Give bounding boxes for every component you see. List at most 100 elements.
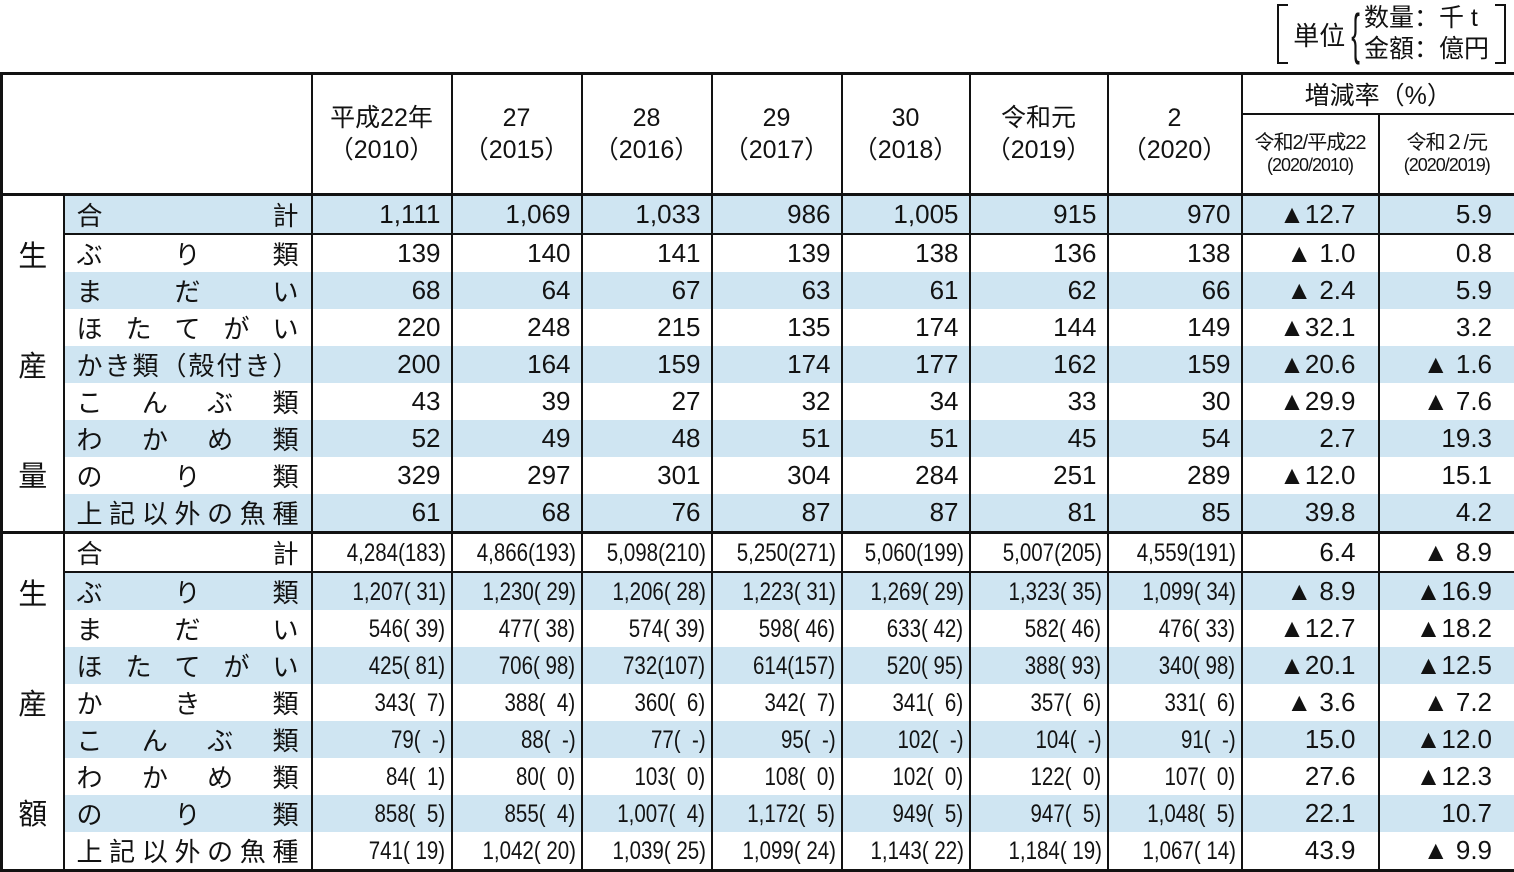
value-cell: 855( 4) — [452, 795, 582, 832]
row-label: ぶり類 — [64, 572, 312, 610]
value-cell: 32 — [712, 383, 842, 420]
value-cell: 140 — [452, 234, 582, 272]
column-header-year-2020: 2 （2020） — [1108, 74, 1242, 195]
value-cell: 342( 7) — [712, 684, 842, 721]
value-cell: 476( 33) — [1108, 610, 1242, 647]
column-header-year-2010: 平成22年 （2010） — [312, 74, 452, 195]
column-header-year-2019: 令和元 （2019） — [970, 74, 1108, 195]
rate-cell: ▲ 8.9 — [1379, 533, 1514, 573]
rate-cell: ▲ 3.6 — [1242, 684, 1379, 721]
value-cell: 139 — [312, 234, 452, 272]
value-cell: 102( -) — [842, 721, 970, 758]
value-cell: 1,033 — [582, 195, 712, 235]
value-cell: 1,269( 29) — [842, 572, 970, 610]
rate-cell: ▲ 2.4 — [1242, 272, 1379, 309]
value-cell: 30 — [1108, 383, 1242, 420]
value-cell: 144 — [970, 309, 1108, 346]
rate-cell: 3.2 — [1379, 309, 1514, 346]
rate-cell: ▲ 1.6 — [1379, 346, 1514, 383]
value-cell: 1,099( 34) — [1108, 572, 1242, 610]
value-cell: 858( 5) — [312, 795, 452, 832]
rate-cell: ▲29.9 — [1242, 383, 1379, 420]
value-cell: 159 — [1108, 346, 1242, 383]
column-header-year-2016: 28 （2016） — [582, 74, 712, 195]
value-cell: 177 — [842, 346, 970, 383]
value-cell: 301 — [582, 457, 712, 494]
rate-cell: 22.1 — [1242, 795, 1379, 832]
value-cell: 34 — [842, 383, 970, 420]
row-label: 上記以外の魚種 — [64, 832, 312, 871]
row-label: わかめ類 — [64, 420, 312, 457]
value-cell: 220 — [312, 309, 452, 346]
value-cell: 331( 6) — [1108, 684, 1242, 721]
value-cell: 51 — [712, 420, 842, 457]
rate-cell: 19.3 — [1379, 420, 1514, 457]
value-cell: 43 — [312, 383, 452, 420]
unit-note: 単位 { 数量：千 t 金額：億円 — [1277, 3, 1506, 65]
value-cell: 915 — [970, 195, 1108, 235]
value-cell: 5,250(271) — [712, 533, 842, 573]
rate-cell: 5.9 — [1379, 195, 1514, 235]
row-label: ぶり類 — [64, 234, 312, 272]
value-cell: 33 — [970, 383, 1108, 420]
rate-cell: 39.8 — [1242, 494, 1379, 533]
row-label: のり類 — [64, 795, 312, 832]
rate-cell: 15.1 — [1379, 457, 1514, 494]
value-cell: 297 — [452, 457, 582, 494]
value-cell: 63 — [712, 272, 842, 309]
row-label: こんぶ類 — [64, 383, 312, 420]
value-cell: 64 — [452, 272, 582, 309]
value-cell: 122( 0) — [970, 758, 1108, 795]
value-cell: 48 — [582, 420, 712, 457]
value-cell: 67 — [582, 272, 712, 309]
value-cell: 85 — [1108, 494, 1242, 533]
rate-cell: ▲ 9.9 — [1379, 832, 1514, 871]
value-cell: 477( 38) — [452, 610, 582, 647]
rate-cell: 27.6 — [1242, 758, 1379, 795]
row-label: わかめ類 — [64, 758, 312, 795]
rate-cell: ▲12.7 — [1242, 195, 1379, 235]
section-label-production-volume: 生産量 — [2, 195, 64, 533]
value-cell: 103( 0) — [582, 758, 712, 795]
row-label: かき類（殻付き） — [64, 346, 312, 383]
value-cell: 138 — [842, 234, 970, 272]
row-label: かき類 — [64, 684, 312, 721]
value-cell: 80( 0) — [452, 758, 582, 795]
rate-cell: ▲16.9 — [1379, 572, 1514, 610]
rate-cell: ▲12.7 — [1242, 610, 1379, 647]
value-cell: 248 — [452, 309, 582, 346]
value-cell: 61 — [842, 272, 970, 309]
value-cell: 174 — [712, 346, 842, 383]
value-cell: 5,007(205) — [970, 533, 1108, 573]
row-label: こんぶ類 — [64, 721, 312, 758]
unit-note-lines: 数量：千 t 金額：億円 — [1364, 3, 1495, 65]
value-cell: 45 — [970, 420, 1108, 457]
rate-cell: 0.8 — [1379, 234, 1514, 272]
row-label: 合計 — [64, 533, 312, 573]
value-cell: 741( 19) — [312, 832, 452, 871]
value-cell: 1,143( 22) — [842, 832, 970, 871]
value-cell: 84( 1) — [312, 758, 452, 795]
value-cell: 136 — [970, 234, 1108, 272]
value-cell: 357( 6) — [970, 684, 1108, 721]
value-cell: 4,866(193) — [452, 533, 582, 573]
value-cell: 304 — [712, 457, 842, 494]
value-cell: 4,284(183) — [312, 533, 452, 573]
rate-cell: 15.0 — [1242, 721, 1379, 758]
rate-cell: 10.7 — [1379, 795, 1514, 832]
left-bracket-icon — [1277, 4, 1288, 64]
value-cell: 49 — [452, 420, 582, 457]
header-row-1: 平成22年 （2010） 27 （2015） 28 （2016） 29 （201… — [2, 74, 1514, 115]
row-label: まだい — [64, 610, 312, 647]
rate-cell: ▲18.2 — [1379, 610, 1514, 647]
value-cell: 1,206( 28) — [582, 572, 712, 610]
column-header-year-2018: 30 （2018） — [842, 74, 970, 195]
